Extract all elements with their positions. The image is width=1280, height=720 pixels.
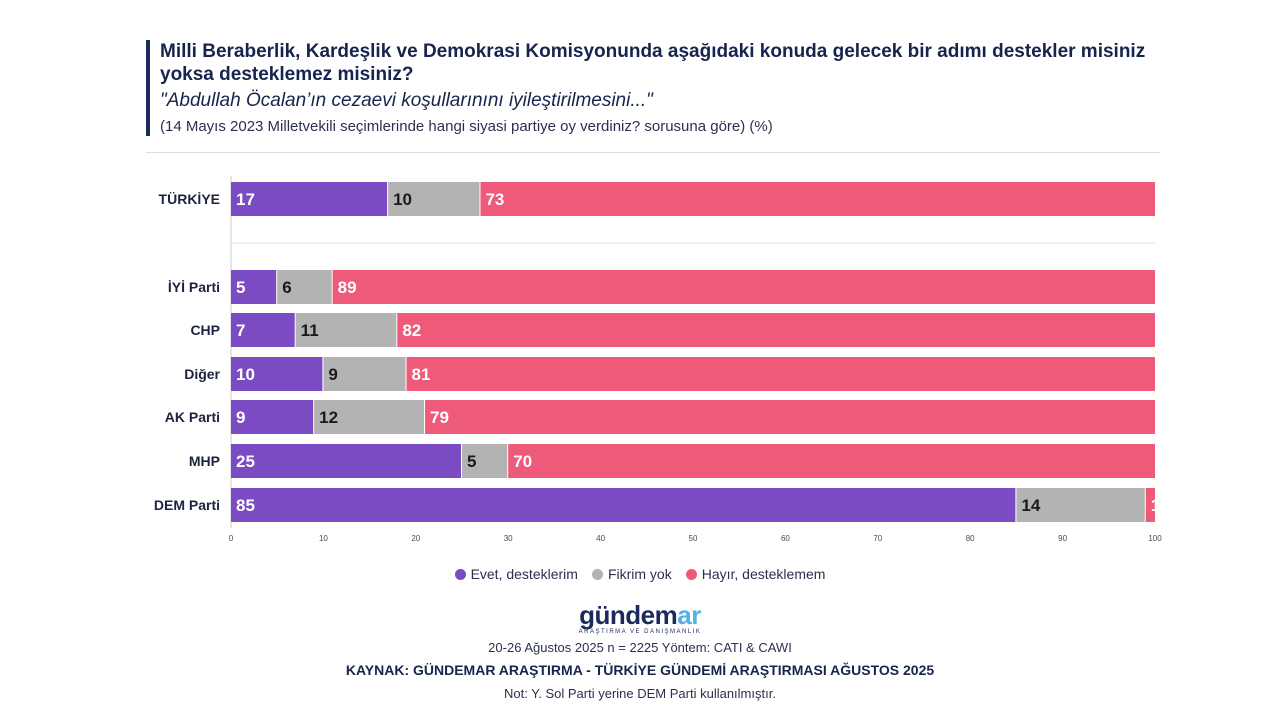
bar-segment-fikrim: [1016, 488, 1145, 522]
data-label-fikrim: 6: [282, 278, 291, 297]
bar-segment-hayir: [480, 182, 1156, 216]
bar-segment-fikrim: [388, 182, 480, 216]
bar-segment-hayir: [406, 357, 1155, 391]
data-label-hayir: 79: [430, 408, 449, 427]
bar-segment-fikrim: [323, 357, 406, 391]
bar-segment-hayir: [425, 400, 1155, 434]
data-label-evet: 5: [236, 278, 245, 297]
legend-dot-hayir: [685, 568, 697, 580]
category-label: İYİ Parti: [168, 279, 220, 295]
logo-accent-text: ar: [677, 600, 701, 630]
legend-dot-evet: [454, 568, 466, 580]
x-tick-label: 30: [504, 534, 513, 543]
category-label: DEM Parti: [154, 497, 220, 513]
data-label-evet: 7: [236, 321, 245, 340]
bar-segment-hayir: [1145, 488, 1155, 522]
footer-source: KAYNAK: GÜNDEMAR ARAŞTIRMA - TÜRKİYE GÜN…: [345, 662, 935, 678]
x-tick-label: 60: [781, 534, 790, 543]
x-tick-label: 70: [873, 534, 882, 543]
gundemar-logo: gündemar ARAŞTIRMA VE DANIŞMANLIK: [0, 602, 1280, 635]
bar-segment-hayir: [397, 313, 1155, 347]
legend-item-evet: Evet, desteklerim: [454, 566, 578, 582]
bar-segment-fikrim: [277, 270, 332, 304]
category-label: CHP: [190, 322, 220, 338]
header-divider: [146, 152, 1160, 153]
legend-label-evet: Evet, desteklerim: [470, 566, 578, 582]
bar-segment-hayir: [332, 270, 1155, 304]
data-label-evet: 85: [236, 496, 255, 515]
category-label: TÜRKİYE: [159, 191, 220, 207]
x-tick-label: 90: [1058, 534, 1067, 543]
data-label-hayir: 73: [485, 190, 504, 209]
data-label-fikrim: 10: [393, 190, 412, 209]
x-tick-label: 100: [1148, 534, 1162, 543]
bar-segment-fikrim: [462, 444, 508, 478]
category-label: AK Parti: [165, 409, 220, 425]
data-label-evet: 10: [236, 365, 255, 384]
data-label-hayir: 81: [412, 365, 431, 384]
chart-subtitle: "Abdullah Öcalan’ın cezaevi koşullarının…: [160, 90, 653, 111]
bar-segment-evet: [231, 444, 461, 478]
x-tick-label: 40: [596, 534, 605, 543]
data-label-hayir: 89: [338, 278, 357, 297]
legend-item-hayir: Hayır, desteklemem: [685, 566, 826, 582]
bar-segment-evet: [231, 400, 314, 434]
bar-segment-evet: [231, 488, 1016, 522]
data-label-evet: 17: [236, 190, 255, 209]
logo-tagline: ARAŞTIRMA VE DANIŞMANLIK: [578, 629, 702, 635]
data-label-fikrim: 5: [467, 452, 476, 471]
legend-item-fikrim: Fikrim yok: [591, 566, 672, 582]
chart-title: Milli Beraberlik, Kardeşlik ve Demokrasi…: [160, 41, 1146, 85]
x-tick-label: 0: [229, 534, 234, 543]
bar-segment-evet: [231, 270, 277, 304]
legend-label-fikrim: Fikrim yok: [607, 566, 672, 582]
data-label-fikrim: 12: [319, 408, 338, 427]
data-label-hayir: 1: [1151, 496, 1160, 515]
data-label-fikrim: 9: [328, 365, 337, 384]
bar-segment-evet: [231, 313, 295, 347]
data-label-fikrim: 11: [301, 321, 319, 340]
x-tick-label: 80: [966, 534, 975, 543]
bar-segment-fikrim: [295, 313, 397, 347]
bar-segment-evet: [231, 357, 323, 391]
data-label-hayir: 70: [513, 452, 532, 471]
legend-dot-fikrim: [591, 568, 603, 580]
footer-method: 20-26 Ağustos 2025 n = 2225 Yöntem: CATI…: [488, 640, 792, 655]
bar-segment-fikrim: [314, 400, 425, 434]
bar-segment-hayir: [508, 444, 1155, 478]
data-label-fikrim: 14: [1021, 496, 1040, 515]
category-label: Diğer: [184, 366, 220, 382]
x-tick-label: 10: [319, 534, 328, 543]
logo-main-text: gündem: [579, 600, 678, 630]
logo-wordmark: gündemar: [0, 602, 1280, 628]
title-accent-bar: [146, 40, 150, 136]
x-tick-label: 50: [689, 534, 698, 543]
data-label-evet: 9: [236, 408, 245, 427]
category-label: MHP: [189, 453, 220, 469]
chart-note: (14 Mayıs 2023 Milletvekili seçimlerinde…: [160, 118, 773, 135]
data-label-evet: 25: [236, 452, 255, 471]
x-tick-label: 20: [411, 534, 420, 543]
legend-label-hayir: Hayır, desteklemem: [701, 566, 826, 582]
footer-note: Not: Y. Sol Parti yerine DEM Parti kulla…: [504, 686, 776, 701]
data-label-hayir: 82: [402, 321, 421, 340]
chart-legend: Evet, desteklerim Fikrim yok Hayır, dest…: [0, 566, 1280, 582]
bar-segment-evet: [231, 182, 388, 216]
